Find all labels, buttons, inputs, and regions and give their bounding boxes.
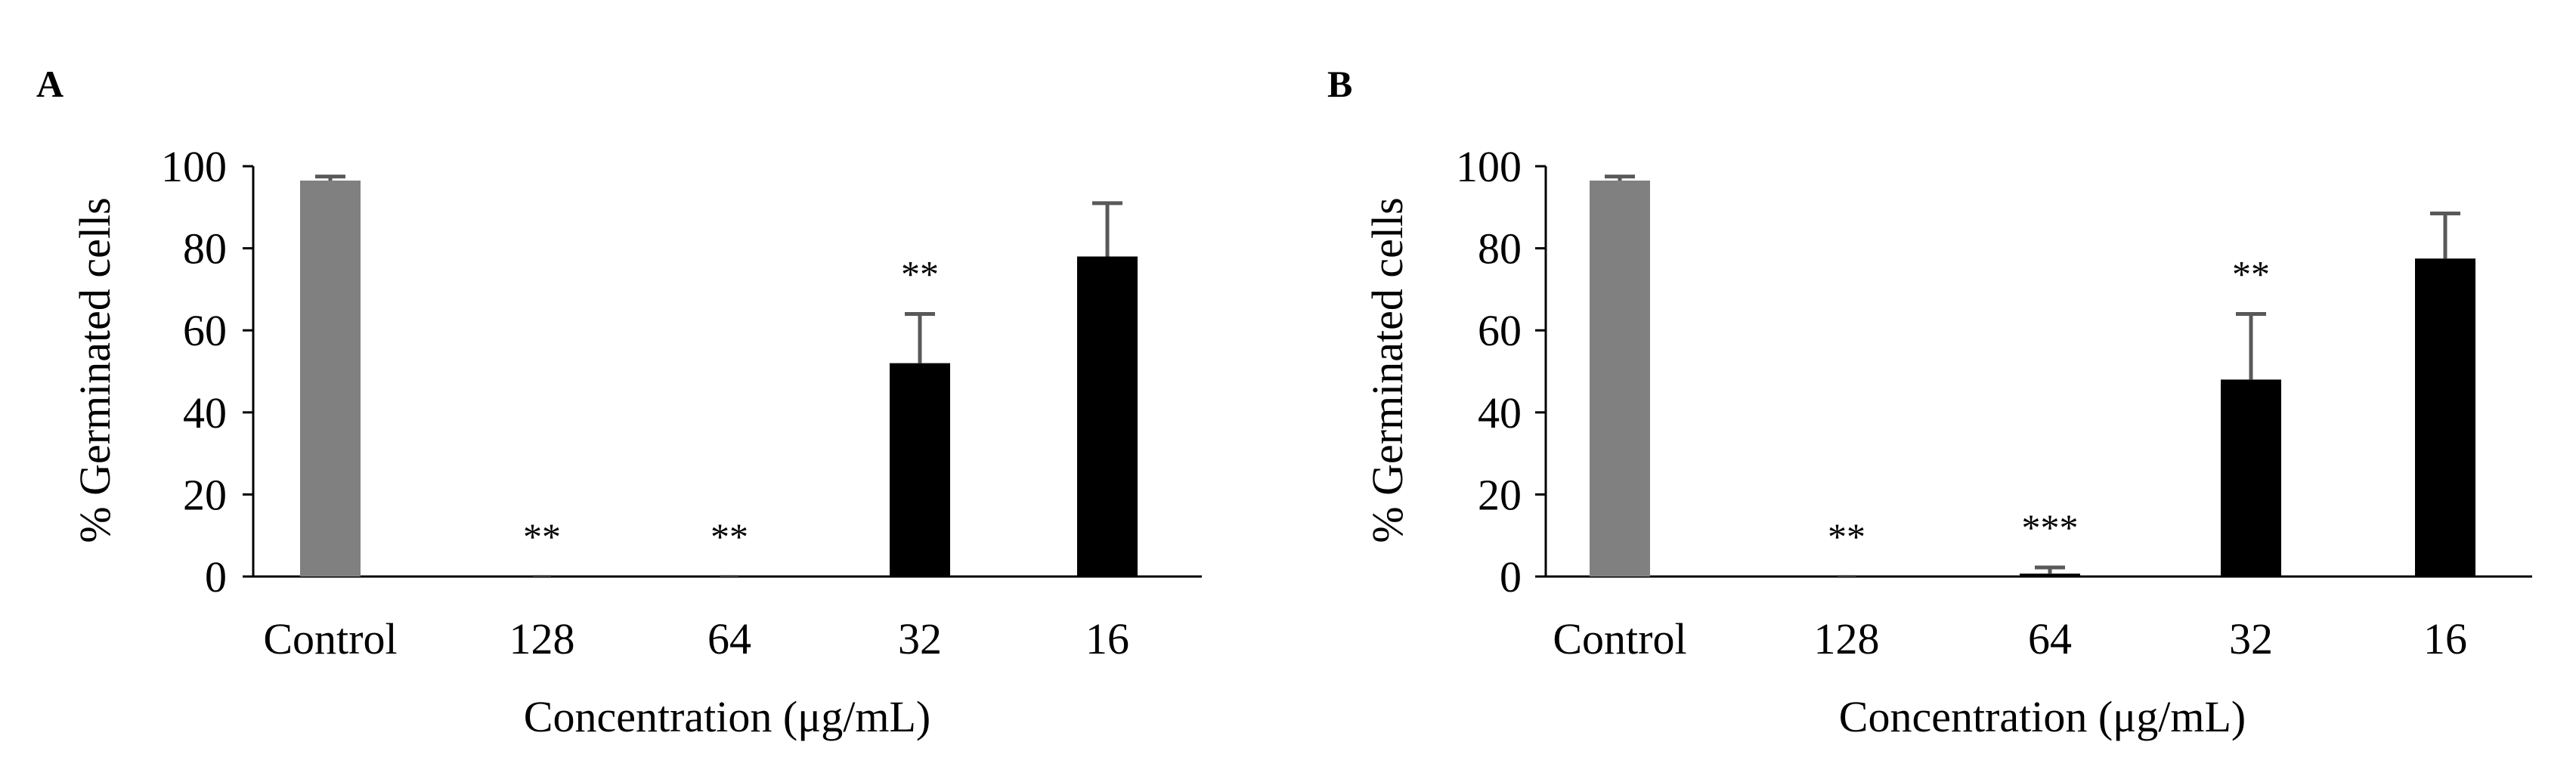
x-tick-label: 32 — [2229, 614, 2273, 663]
y-tick-label: 0 — [205, 552, 227, 601]
x-axis-title: Concentration (μg/mL) — [524, 692, 930, 741]
y-tick-label: 80 — [1478, 224, 1522, 274]
significance-marker: ** — [523, 515, 561, 558]
y-axis-title: % Germinated cells — [70, 197, 119, 543]
x-tick-label: 32 — [898, 614, 942, 663]
x-tick-label: Control — [263, 614, 397, 663]
significance-marker: ** — [711, 515, 748, 558]
significance-marker: ** — [2232, 252, 2270, 295]
panel-a-chart: A 0 20 40 60 80 100 Control ** 128 ** 64 ** 32 16 Conce… — [36, 63, 1202, 741]
y-tick-label: 20 — [1478, 470, 1522, 519]
x-tick-label: 16 — [2423, 614, 2467, 663]
y-tick-label: 100 — [1456, 142, 1522, 191]
panel-label: B — [1327, 63, 1352, 105]
y-tick-label: 0 — [1500, 552, 1522, 601]
x-tick-label: 128 — [1814, 614, 1880, 663]
bar — [2020, 573, 2080, 577]
significance-marker: ** — [1828, 515, 1865, 558]
x-tick-label: Control — [1553, 614, 1686, 663]
bar — [1590, 181, 1650, 577]
x-axis-title: Concentration (μg/mL) — [1839, 692, 2246, 741]
bar — [2415, 258, 2475, 577]
x-tick-label: 64 — [707, 614, 751, 663]
panel-label: A — [36, 63, 63, 105]
y-tick-label: 40 — [183, 388, 227, 437]
y-tick-label: 80 — [183, 224, 227, 274]
bar — [533, 575, 551, 577]
bar — [2221, 379, 2281, 577]
bar — [300, 181, 361, 577]
significance-marker: *** — [2022, 506, 2079, 549]
bar — [1838, 575, 1856, 577]
panel-b-chart: B 0 20 40 60 80 100 Control ** 128 *** 64 ** 32 16 Conc… — [1327, 63, 2532, 741]
y-tick-label: 60 — [183, 306, 227, 355]
significance-marker: ** — [901, 252, 939, 295]
x-tick-label: 16 — [1085, 614, 1129, 663]
y-tick-label: 40 — [1478, 388, 1522, 437]
y-tick-label: 60 — [1478, 306, 1522, 355]
bar — [720, 575, 738, 577]
y-tick-label: 20 — [183, 470, 227, 519]
y-tick-label: 100 — [161, 142, 227, 191]
x-tick-label: 64 — [2028, 614, 2072, 663]
bar — [1077, 256, 1138, 577]
y-axis-title: % Germinated cells — [1363, 197, 1412, 543]
x-tick-label: 128 — [509, 614, 575, 663]
bar — [890, 363, 950, 577]
